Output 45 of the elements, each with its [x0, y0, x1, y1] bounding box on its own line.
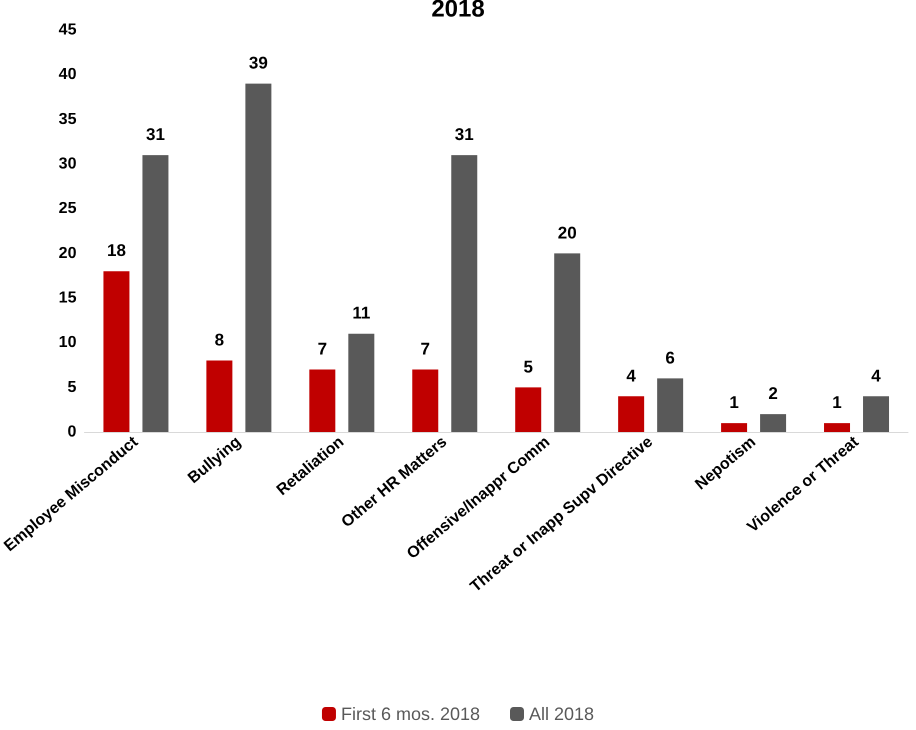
- y-tick-label: 10: [58, 334, 77, 352]
- bar: [103, 271, 130, 432]
- bar: [760, 414, 786, 432]
- bar: [348, 334, 374, 432]
- data-label: 2: [768, 384, 778, 404]
- bar: [309, 369, 336, 432]
- bar: [142, 155, 168, 432]
- data-label: 5: [523, 357, 533, 376]
- data-label: 18: [106, 241, 126, 260]
- data-label: 39: [248, 54, 268, 73]
- bar: [412, 369, 438, 432]
- bar: [245, 84, 272, 432]
- bar: [618, 396, 644, 432]
- bar: [863, 396, 890, 432]
- bar: [554, 253, 580, 432]
- data-label: 11: [352, 304, 370, 323]
- y-tick-label: 35: [58, 110, 77, 128]
- data-label: 8: [214, 330, 224, 350]
- y-tick-label: 25: [58, 200, 77, 218]
- data-label: 6: [665, 348, 675, 368]
- bar: [824, 423, 850, 432]
- legend-label: All 2018: [529, 704, 594, 724]
- bar: [721, 423, 748, 432]
- data-label: 7: [318, 339, 328, 358]
- y-tick-label: 15: [58, 290, 77, 306]
- data-label: 31: [454, 125, 474, 144]
- bar: [657, 378, 684, 432]
- data-label: 1: [832, 393, 842, 412]
- data-label: 1: [729, 393, 739, 412]
- bar: [206, 360, 232, 432]
- y-tick-label: 0: [68, 424, 77, 440]
- y-tick-label: 20: [58, 244, 77, 262]
- chart-title: 2018: [431, 0, 485, 22]
- y-tick-label: 30: [58, 156, 77, 172]
- data-label: 31: [146, 125, 165, 144]
- data-label: 4: [626, 366, 636, 386]
- bar: [515, 387, 542, 432]
- data-label: 20: [558, 223, 577, 242]
- bar: [451, 155, 478, 432]
- data-label: 4: [871, 366, 882, 386]
- y-tick-label: 45: [58, 22, 77, 38]
- y-tick-label: 40: [58, 66, 77, 84]
- y-tick-label: 5: [68, 378, 77, 396]
- data-label: 7: [420, 339, 430, 358]
- legend-label: First 6 mos. 2018: [340, 704, 480, 724]
